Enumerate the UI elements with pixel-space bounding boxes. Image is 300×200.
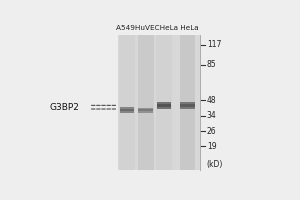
Bar xyxy=(157,104,172,107)
Text: 85: 85 xyxy=(207,60,216,69)
Bar xyxy=(138,35,154,170)
Bar xyxy=(138,108,153,113)
Text: 48: 48 xyxy=(207,96,216,105)
Bar xyxy=(156,35,172,170)
Text: 117: 117 xyxy=(207,40,221,49)
Bar xyxy=(120,109,134,111)
Bar xyxy=(180,102,195,109)
Bar xyxy=(180,35,195,170)
Text: G3BP2: G3BP2 xyxy=(49,103,79,112)
Bar xyxy=(120,107,134,113)
Bar xyxy=(157,102,172,109)
Bar xyxy=(119,35,135,170)
Text: A549HuVECHeLa HeLa: A549HuVECHeLa HeLa xyxy=(116,25,199,31)
Text: (kD): (kD) xyxy=(207,160,223,169)
Bar xyxy=(138,109,153,111)
Text: 26: 26 xyxy=(207,127,216,136)
Text: 19: 19 xyxy=(207,142,216,151)
Bar xyxy=(180,104,195,107)
Text: 34: 34 xyxy=(207,111,217,120)
Bar xyxy=(118,35,200,170)
